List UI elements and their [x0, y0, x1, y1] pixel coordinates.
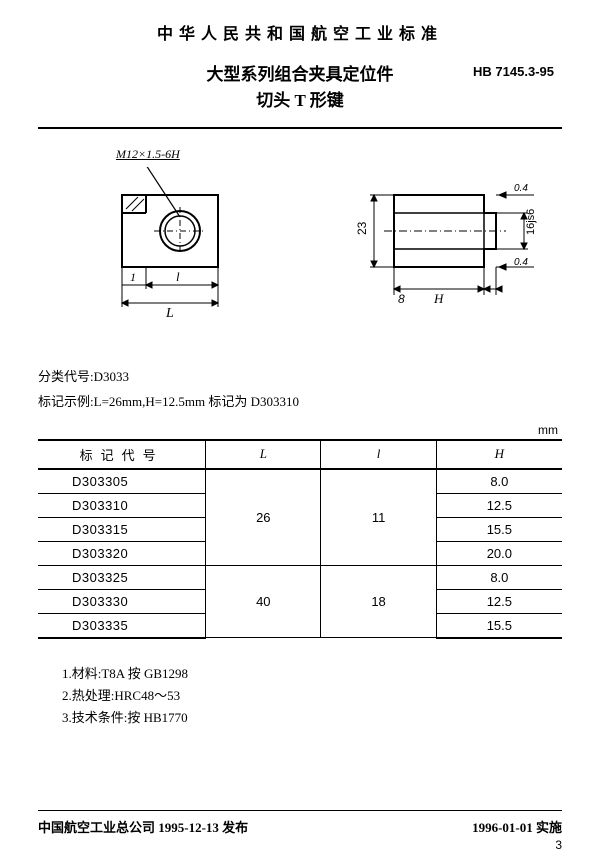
- dim-04-bot: 0.4: [514, 257, 528, 268]
- cell-L-group1: 26: [206, 469, 321, 566]
- note-3: 3.技术条件:按 HB1770: [62, 707, 562, 729]
- title-line-2: 切头 T 形键: [38, 88, 562, 114]
- page-number: 3: [38, 838, 562, 852]
- class-code-label: 分类代号:: [38, 369, 94, 384]
- dim-23: 23: [355, 221, 369, 235]
- dim-spacer: 1: [130, 270, 136, 284]
- cell-code: D303310: [38, 493, 206, 517]
- cell-code: D303335: [38, 613, 206, 638]
- cell-code: D303325: [38, 565, 206, 589]
- right-view-svg: 23 16js6 0.4 0.4 H 8: [334, 167, 544, 327]
- cell-code: D303315: [38, 517, 206, 541]
- horizontal-rule-top: [38, 127, 562, 129]
- unit-label: mm: [38, 423, 558, 437]
- th-H: H: [436, 440, 562, 469]
- cell-H: 20.0: [436, 541, 562, 565]
- footer-effective: 1996-01-01 实施: [472, 817, 562, 836]
- class-code-line: 分类代号:D3033: [38, 367, 562, 388]
- cell-H: 8.0: [436, 565, 562, 589]
- cell-l-group1: 11: [321, 469, 436, 566]
- data-table: 标记代号 L l H D303305 26 11 8.0 D303310 12.…: [38, 439, 562, 639]
- cell-H: 15.5: [436, 613, 562, 638]
- cell-code: D303320: [38, 541, 206, 565]
- cell-code: D303305: [38, 469, 206, 494]
- footer-issuer: 中国航空工业总公司 1995-12-13 发布: [38, 817, 248, 836]
- country-standard-title: 中华人民共和国航空工业标准: [38, 20, 562, 44]
- dim-8: 8: [398, 292, 405, 306]
- standard-code: HB 7145.3-95: [473, 64, 554, 79]
- cell-H: 12.5: [436, 493, 562, 517]
- note-1: 1.材料:T8A 按 GB1298: [62, 663, 562, 685]
- th-L: L: [206, 440, 321, 469]
- table-row: D303305 26 11 8.0: [38, 469, 562, 494]
- thread-label: M12×1.5-6H: [116, 147, 180, 162]
- example-text: L=26mm,H=12.5mm 标记为 D303310: [94, 394, 299, 409]
- th-code: 标记代号: [38, 440, 206, 469]
- footer: 中国航空工业总公司 1995-12-13 发布 1996-01-01 实施 3: [38, 804, 562, 852]
- cell-l-group2: 18: [321, 565, 436, 638]
- th-l: l: [321, 440, 436, 469]
- footer-rule: [38, 810, 562, 811]
- example-line: 标记示例:L=26mm,H=12.5mm 标记为 D303310: [38, 392, 562, 413]
- cell-H: 15.5: [436, 517, 562, 541]
- table-row: D303325 40 18 8.0: [38, 565, 562, 589]
- cell-L-group2: 40: [206, 565, 321, 638]
- left-view-svg: 1 l L: [88, 167, 258, 327]
- dim-l-small: l: [176, 269, 180, 284]
- cell-H: 12.5: [436, 589, 562, 613]
- footer-line: 中国航空工业总公司 1995-12-13 发布 1996-01-01 实施: [38, 817, 562, 836]
- table-header-row: 标记代号 L l H: [38, 440, 562, 469]
- note-2: 2.热处理:HRC48～53: [62, 685, 562, 707]
- dim-04-top: 0.4: [514, 183, 528, 194]
- class-code-value: D3033: [94, 369, 129, 384]
- cell-H: 8.0: [436, 469, 562, 494]
- dim-H: H: [433, 291, 444, 306]
- sub-header: 大型系列组合夹具定位件 切头 T 形键 HB 7145.3-95: [38, 62, 562, 113]
- cell-code: D303330: [38, 589, 206, 613]
- dim-L-big: L: [165, 306, 174, 321]
- dim-16js6: 16js6: [525, 209, 537, 235]
- notes-block: 1.材料:T8A 按 GB1298 2.热处理:HRC48～53 3.技术条件:…: [62, 663, 562, 729]
- technical-diagram: M12×1.5-6H: [38, 143, 562, 333]
- example-label: 标记示例:: [38, 394, 94, 409]
